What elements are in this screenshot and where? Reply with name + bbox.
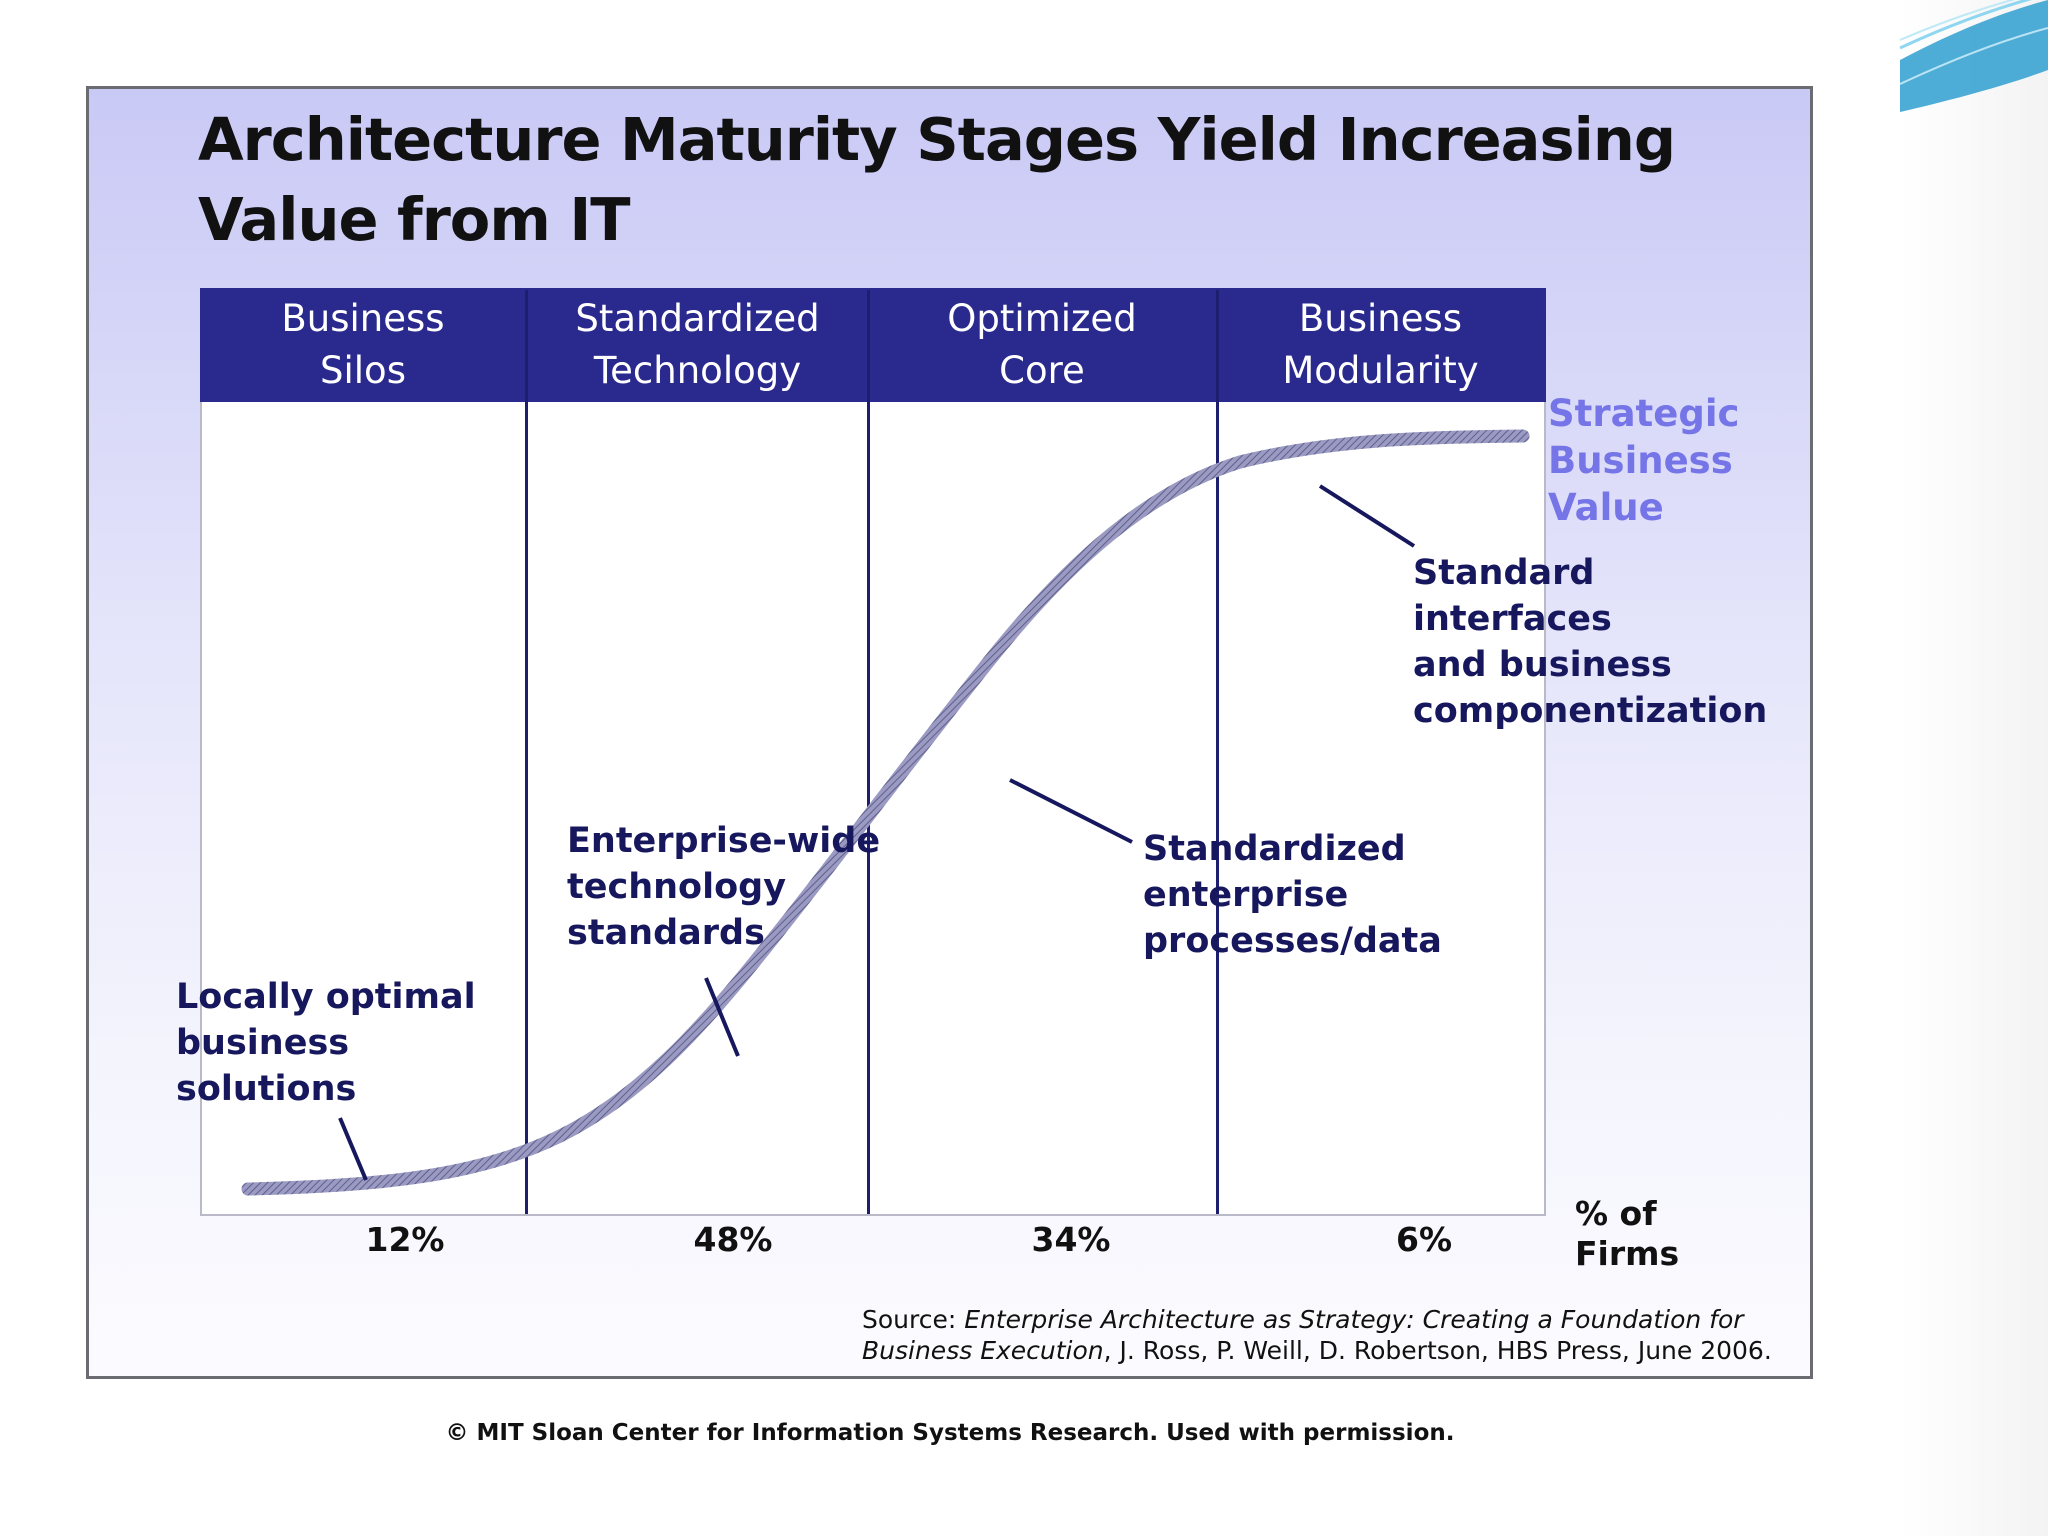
corner-swoosh-decoration <box>1899 0 2048 112</box>
firms-percent-business-silos: 12% <box>365 1220 445 1259</box>
stage-header-business-modularity: Business Modularity <box>1215 288 1546 402</box>
stage-header-line: Technology <box>593 349 802 392</box>
annotation-pointer-silos <box>338 1117 368 1181</box>
stage-header-business-silos: Business Silos <box>200 288 526 402</box>
stage-divider <box>525 290 528 1214</box>
annotation-line: Locally optimal <box>176 977 476 1017</box>
stage-header-line: Standardized <box>575 297 820 340</box>
annotation-standard-interfaces: Standard interfaces and business compone… <box>1413 550 1767 734</box>
source-prefix: Source: <box>862 1305 965 1334</box>
copyright-notice: © MIT Sloan Center for Information Syste… <box>445 1420 1455 1446</box>
firms-percent-optimized-core: 34% <box>1031 1220 1111 1259</box>
annotation-locally-optimal: Locally optimal business solutions <box>176 974 476 1112</box>
stage-header-line: Modularity <box>1282 349 1479 392</box>
y-axis-label-line: Business <box>1548 439 1733 482</box>
source-line-1: Source: Enterprise Architecture as Strat… <box>862 1304 1792 1335</box>
y-axis-label-line: Strategic <box>1548 392 1740 435</box>
annotation-pointer-core <box>1009 778 1133 844</box>
annotation-line: enterprise <box>1143 875 1349 915</box>
diagram-title: Architecture Maturity Stages Yield Incre… <box>198 105 1676 254</box>
y-axis-label-strategic-business-value: Strategic Business Value <box>1548 390 1739 531</box>
annotation-line: solutions <box>176 1069 357 1109</box>
annotation-line: and business <box>1413 645 1672 685</box>
annotation-line: interfaces <box>1413 599 1612 639</box>
stage-header-standardized-technology: Standardized Technology <box>526 288 869 402</box>
firms-percent-business-modularity: 6% <box>1395 1220 1453 1259</box>
annotation-line: technology <box>567 867 787 907</box>
annotation-line: Standardized <box>1143 829 1406 869</box>
source-citation: Source: Enterprise Architecture as Strat… <box>862 1304 1792 1366</box>
annotation-line: componentization <box>1413 691 1768 731</box>
stage-header-line: Business <box>281 297 445 340</box>
annotation-line: Enterprise-wide <box>567 821 881 861</box>
stage-divider <box>1216 290 1219 1214</box>
source-line-2: Business Execution, J. Ross, P. Weill, D… <box>862 1335 1792 1366</box>
x-axis-label-percent-of-firms: % of Firms <box>1575 1194 1679 1274</box>
stage-header-bar <box>200 288 1546 402</box>
annotation-standardized-processes: Standardized enterprise processes/data <box>1143 826 1442 964</box>
annotation-pointer-technology <box>704 977 740 1057</box>
x-axis-label-line: Firms <box>1575 1234 1680 1273</box>
source-authors: , J. Ross, P. Weill, D. Robertson, HBS P… <box>1103 1336 1772 1365</box>
stage-header-optimized-core: Optimized Core <box>869 288 1215 402</box>
x-axis-label-line: % of <box>1575 1194 1657 1233</box>
maturity-curve <box>241 429 1530 1196</box>
annotation-line: standards <box>567 913 765 953</box>
y-axis-label-line: Value <box>1548 486 1664 529</box>
annotation-enterprise-wide-standards: Enterprise-wide technology standards <box>567 818 880 956</box>
source-book-title-part-1: Enterprise Architecture as Strategy: Cre… <box>964 1305 1744 1334</box>
stage-header-line: Optimized <box>947 297 1137 340</box>
firms-percent-standardized-technology: 48% <box>693 1220 773 1259</box>
annotation-line: business <box>176 1023 350 1063</box>
source-book-title-part-2: Business Execution <box>862 1336 1104 1365</box>
stage-header-line: Business <box>1298 297 1463 340</box>
annotation-line: processes/data <box>1143 921 1442 961</box>
annotation-line: Standard <box>1413 553 1595 593</box>
stage-header-line: Core <box>999 349 1085 392</box>
stage-header-line: Silos <box>320 349 406 392</box>
stage-divider <box>867 290 870 1214</box>
annotation-pointer-modularity <box>1318 484 1416 548</box>
